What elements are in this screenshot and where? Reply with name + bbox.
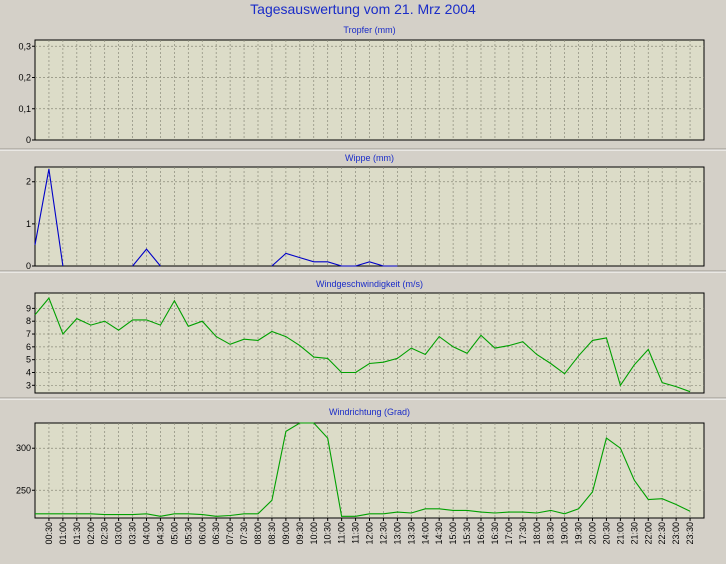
y-tick-label: 250 [16, 485, 31, 495]
panel-title: Windrichtung (Grad) [329, 407, 410, 417]
x-tick-label: 04:00 [142, 522, 152, 545]
series-line [35, 422, 691, 517]
page-title: Tagesauswertung vom 21. Mrz 2004 [250, 1, 476, 17]
x-tick-label: 13:00 [392, 522, 402, 545]
x-tick-label: 15:00 [448, 522, 458, 545]
x-tick-label: 18:00 [532, 522, 542, 545]
panel-title: Windgeschwindigkeit (m/s) [316, 279, 423, 289]
x-tick-label: 06:00 [197, 522, 207, 545]
x-tick-label: 14:00 [420, 522, 430, 545]
x-tick-label: 14:30 [434, 522, 444, 545]
x-tick-label: 02:00 [86, 522, 96, 545]
series-line [34, 169, 64, 267]
y-tick-label: 3 [26, 380, 31, 390]
x-tick-label: 19:00 [560, 522, 570, 545]
series-line [34, 297, 691, 393]
x-tick-label: 21:30 [629, 522, 639, 545]
x-tick-label: 09:30 [295, 522, 305, 545]
x-tick-label: 17:30 [518, 522, 528, 545]
y-tick-label: 0 [26, 261, 31, 271]
x-tick-label: 11:00 [337, 522, 347, 544]
x-tick-label: 06:30 [211, 522, 221, 545]
y-tick-label: 8 [26, 316, 31, 326]
x-tick-label: 03:30 [128, 522, 138, 545]
y-tick-label: 300 [16, 443, 31, 453]
y-tick-label: 0 [26, 135, 31, 145]
y-tick-label: 7 [26, 329, 31, 339]
y-tick-label: 0,3 [18, 41, 31, 51]
x-tick-label: 17:00 [504, 522, 514, 545]
x-tick-label: 08:00 [253, 522, 263, 545]
chart-panel-3: 3 4 5 6 7 8 9 Windgeschwindigkeit (m/s) [26, 279, 705, 394]
x-tick-label: 07:00 [225, 522, 235, 545]
y-tick-label: 9 [26, 303, 31, 313]
x-tick-label: 10:30 [323, 522, 333, 545]
series-line [132, 248, 161, 267]
x-tick-label: 09:00 [281, 522, 291, 545]
x-tick-label: 05:00 [169, 522, 179, 545]
x-tick-label: 11:30 [351, 522, 361, 544]
x-tick-label: 01:30 [72, 522, 82, 545]
x-tick-label: 21:00 [615, 522, 625, 545]
x-tick-label: 02:30 [100, 522, 110, 545]
series-line [271, 252, 398, 267]
panel-title: Tropfer (mm) [343, 25, 395, 35]
x-tick-label: 07:30 [239, 522, 249, 545]
x-tick-label: 00:30 [44, 522, 54, 545]
x-tick-label: 04:30 [155, 522, 165, 545]
panel-title: Wippe (mm) [345, 153, 394, 163]
x-tick-label: 23:00 [671, 522, 681, 545]
x-tick-label: 18:30 [546, 522, 556, 545]
y-tick-label: 6 [26, 342, 31, 352]
chart-panel-4: 250 300 Windrichtung (Grad) [16, 407, 705, 519]
x-tick-label: 16:30 [490, 522, 500, 545]
y-tick-label: 2 [26, 177, 31, 187]
x-tick-label: 12:30 [378, 522, 388, 545]
y-tick-label: 0,2 [18, 73, 31, 83]
chart-panel-1: 0 0,1 0,2 0,3 Tropfer (mm) [18, 25, 705, 145]
x-tick-label: 19:30 [574, 522, 584, 545]
y-tick-label: 0,1 [18, 104, 31, 114]
x-tick-label: 05:30 [183, 522, 193, 545]
x-tick-label: 12:00 [365, 522, 375, 545]
x-tick-label: 15:30 [462, 522, 472, 545]
x-tick-label: 23:30 [685, 522, 695, 545]
x-tick-label: 10:00 [309, 522, 319, 545]
y-tick-label: 5 [26, 355, 31, 365]
x-tick-label: 20:00 [588, 522, 598, 545]
x-tick-label: 01:00 [58, 522, 68, 545]
y-tick-label: 1 [26, 219, 31, 229]
y-tick-label: 4 [26, 367, 31, 377]
x-tick-label: 22:30 [657, 522, 667, 545]
x-tick-label: 03:00 [114, 522, 124, 545]
chart-panel-2: 0 1 2 Wippe (mm) [26, 153, 705, 271]
x-tick-label: 13:30 [406, 522, 416, 545]
x-tick-label: 22:00 [643, 522, 653, 545]
x-tick-label: 16:00 [476, 522, 486, 545]
x-tick-label: 20:30 [601, 522, 611, 545]
x-tick-label: 08:30 [267, 522, 277, 545]
